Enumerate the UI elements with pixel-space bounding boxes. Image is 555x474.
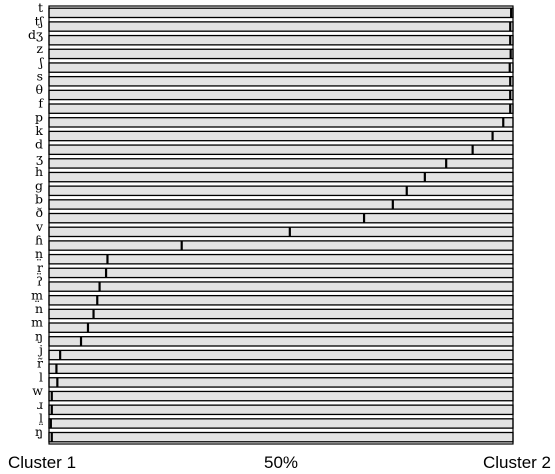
row-label-18: n̤ (35, 246, 43, 261)
row-bar-23 (48, 322, 514, 333)
row-bar-28 (48, 390, 514, 402)
row-label-13: g (35, 178, 43, 193)
row-label-12: h (35, 164, 43, 179)
row-label-11: ʒ (36, 150, 43, 165)
row-label-6: θ (35, 82, 43, 97)
row-label-31: ŋ̤ (35, 424, 43, 439)
row-bar-24 (48, 336, 514, 347)
row-label-20: ʔ (36, 274, 43, 289)
x-tick-label-cluster-1: Cluster 1 (8, 453, 76, 472)
plot-frame (48, 5, 514, 445)
row-bar-26 (48, 363, 514, 375)
x-tick-label-50: 50% (264, 453, 298, 472)
row-bar-7 (48, 103, 514, 114)
row-bar-11 (48, 158, 514, 169)
row-bar-10 (48, 144, 514, 156)
row-bar-2 (48, 34, 514, 46)
row-label-19: r̤ (36, 260, 43, 275)
row-label-29: ɹ (37, 397, 43, 412)
row-bar-14 (48, 199, 514, 210)
row-label-30: l̤ (38, 410, 43, 425)
row-label-14: b (35, 191, 43, 206)
row-label-7: f (38, 96, 44, 111)
row-label-26: r̃ (37, 356, 43, 371)
row-bar-8 (48, 117, 514, 128)
row-label-28: w (32, 383, 43, 398)
row-bar-21 (48, 294, 514, 306)
row-label-3: z (36, 41, 43, 56)
row-label-27: l (39, 369, 43, 384)
row-bar-15 (48, 212, 514, 224)
row-label-21: m̤ (31, 287, 43, 302)
row-bar-0 (48, 7, 514, 19)
row-bar-4 (48, 62, 514, 73)
row-label-2: dʒ (28, 27, 43, 42)
row-label-8: p (35, 109, 43, 124)
row-label-24: ŋ (35, 328, 43, 343)
row-bar-27 (48, 377, 514, 388)
row-label-1: tʃ (35, 14, 45, 29)
row-label-23: m (31, 315, 43, 330)
row-label-10: d (35, 137, 43, 152)
row-bar-17 (48, 240, 514, 251)
row-label-22: n (35, 301, 43, 316)
row-bar-20 (48, 281, 514, 292)
row-bar-29 (48, 404, 514, 416)
row-bar-1 (48, 21, 514, 32)
row-label-25: j (37, 342, 43, 357)
x-tick-label-cluster-2: Cluster 2 (483, 453, 551, 472)
row-label-17: ɦ (35, 233, 43, 248)
row-bar-16 (48, 226, 514, 238)
row-bar-18 (48, 253, 514, 265)
row-label-9: k (35, 123, 43, 138)
row-bar-13 (48, 185, 514, 197)
row-label-0: t (38, 0, 43, 15)
row-bar-19 (48, 267, 514, 279)
row-bar-6 (48, 89, 514, 101)
row-bar-3 (48, 48, 514, 60)
row-label-5: s (37, 68, 43, 83)
row-label-4: ʃ (38, 55, 45, 70)
row-bar-22 (48, 308, 514, 320)
row-bar-12 (48, 171, 514, 183)
row-bar-5 (48, 75, 514, 87)
row-label-15: ð (35, 205, 43, 220)
row-bar-25 (48, 349, 514, 361)
row-bar-9 (48, 130, 514, 142)
row-bar-30 (48, 418, 514, 429)
row-bar-31 (48, 431, 514, 443)
row-label-16: v (35, 219, 44, 234)
